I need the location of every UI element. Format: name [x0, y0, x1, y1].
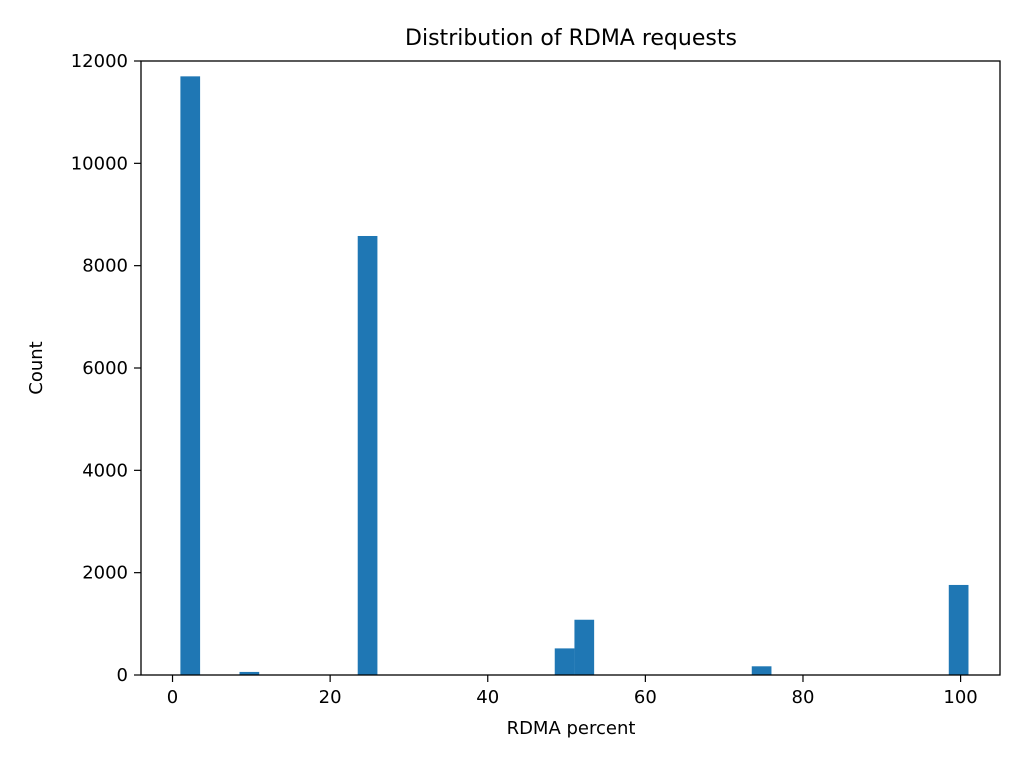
- x-tick-label: 80: [792, 687, 815, 708]
- x-axis-ticks: 0 20 40 60 80 100: [167, 675, 978, 708]
- x-tick-label: 0: [167, 687, 178, 708]
- histogram-bar: [554, 648, 575, 675]
- x-tick-label: 60: [634, 687, 657, 708]
- histogram-bar: [357, 235, 378, 676]
- y-tick-label: 12000: [71, 51, 128, 72]
- x-tick-label: 40: [476, 687, 499, 708]
- histogram-bar: [180, 76, 201, 676]
- y-tick-label: 10000: [71, 153, 128, 174]
- chart-title: Distribution of RDMA requests: [405, 26, 737, 51]
- histogram-bar: [751, 666, 772, 675]
- bars-group: [180, 76, 969, 676]
- histogram-bar: [948, 584, 969, 675]
- histogram-bar: [239, 671, 260, 675]
- x-tick-label: 20: [319, 687, 342, 708]
- y-tick-label: 6000: [82, 358, 128, 379]
- y-axis-ticks: 0 2000 4000 6000 8000 10000 12000: [71, 51, 141, 686]
- x-tick-label: 100: [943, 687, 977, 708]
- y-tick-label: 2000: [82, 563, 128, 584]
- y-tick-label: 4000: [82, 460, 128, 481]
- y-tick-label: 8000: [82, 256, 128, 277]
- x-axis-title: RDMA percent: [507, 718, 636, 739]
- histogram-bar: [574, 619, 595, 675]
- y-axis-title: Count: [26, 341, 47, 394]
- plot-frame: [140, 60, 1001, 676]
- y-tick-label: 0: [117, 665, 128, 686]
